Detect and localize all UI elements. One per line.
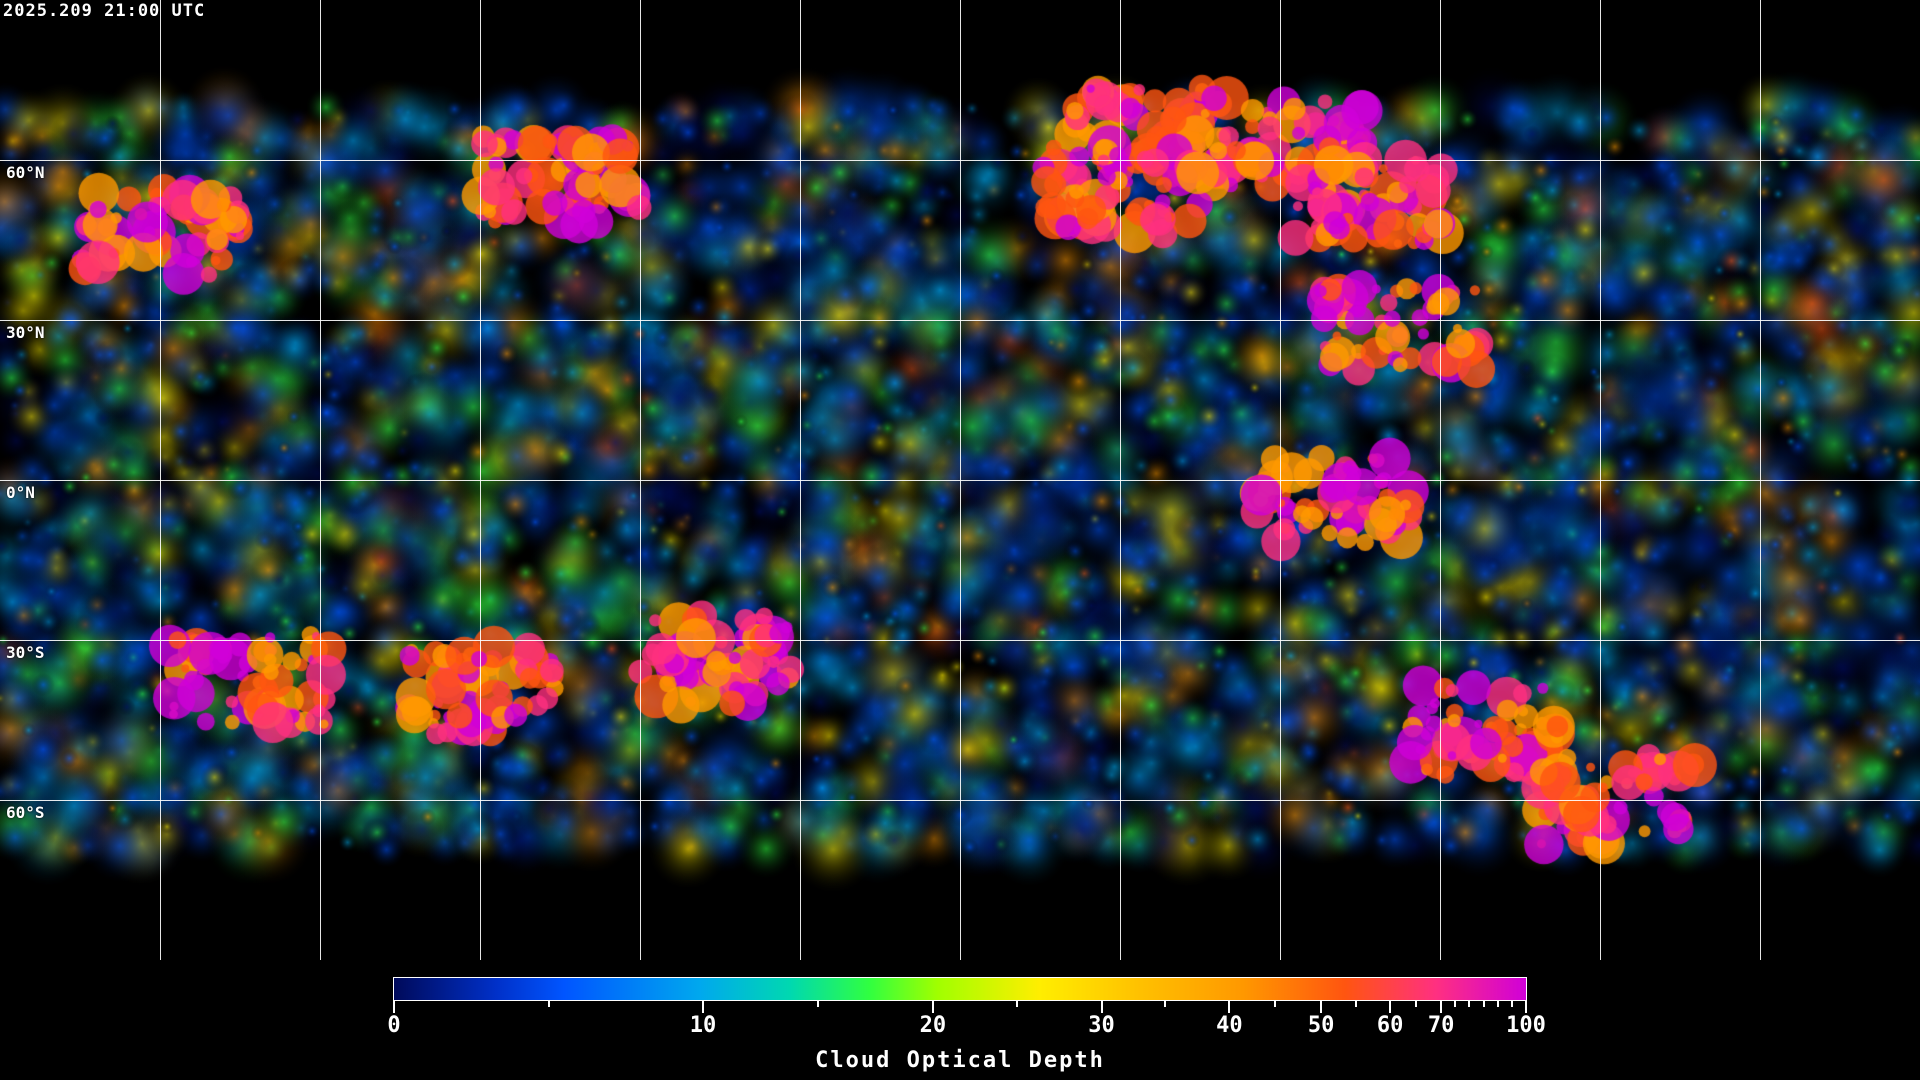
latitude-gridline [0,640,1920,641]
minor-tick [1468,1001,1471,1007]
major-tick [1320,1001,1323,1013]
lat-label-60s: 60°S [6,803,45,822]
latitude-gridline [0,480,1920,481]
tick-label: 100 [1506,1013,1546,1038]
minor-tick [816,1001,819,1007]
latitude-gridline [0,320,1920,321]
tick-label: 60 [1376,1013,1404,1038]
tick-label: 0 [387,1013,401,1038]
minor-tick [1482,1001,1485,1007]
latitude-gridline [0,800,1920,801]
minor-tick [1414,1001,1417,1007]
minor-tick [1454,1001,1457,1007]
minor-tick [1274,1001,1277,1007]
lat-label-0n: 0°N [6,483,35,502]
lat-label-60n: 60°N [6,163,45,182]
colorbar [393,977,1527,1001]
major-tick [1389,1001,1392,1013]
cloud-optical-depth-map [0,0,1920,960]
tick-label: 50 [1307,1013,1335,1038]
minor-tick [1510,1001,1513,1007]
tick-label: 20 [919,1013,947,1038]
minor-tick [547,1001,550,1007]
tick-label: 30 [1088,1013,1115,1038]
minor-tick [1164,1001,1167,1007]
colorbar-title: Cloud Optical Depth [815,1048,1105,1073]
lat-label-30n: 30°N [6,323,45,342]
major-tick [931,1001,934,1013]
lat-label-30s: 30°S [6,643,45,662]
tick-label: 70 [1427,1013,1455,1038]
tick-label: 40 [1216,1013,1243,1038]
major-tick [1440,1001,1443,1013]
major-tick [393,1001,395,1013]
latitude-gridline [0,160,1920,161]
minor-tick [1496,1001,1499,1007]
tick-label: 10 [689,1013,717,1038]
major-tick [1100,1001,1103,1013]
minor-tick [1354,1001,1357,1007]
major-tick [702,1001,705,1013]
minor-tick [1016,1001,1019,1007]
timestamp: 2025.209 21:00 UTC [3,1,206,21]
major-tick [1525,1001,1527,1013]
major-tick [1228,1001,1231,1013]
